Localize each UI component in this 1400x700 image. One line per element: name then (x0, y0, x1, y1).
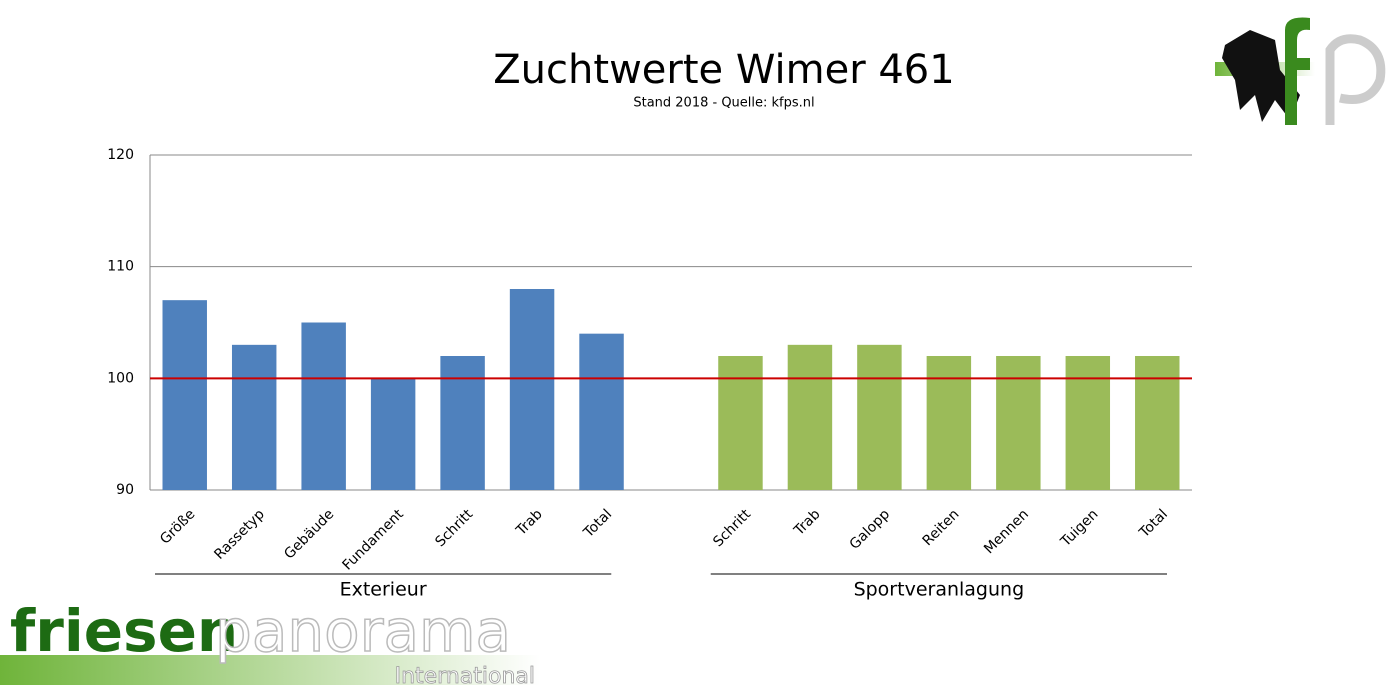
chart-title: Zuchtwerte Wimer 461 (493, 47, 954, 93)
y-tick-label: 100 (107, 370, 134, 386)
x-tick-label: Tuigen (1057, 506, 1101, 550)
bar (1135, 356, 1180, 490)
bar (509, 289, 555, 490)
x-tick-label: Trab (513, 506, 546, 539)
group-label: Sportveranlagung (854, 579, 1025, 601)
y-tick-label: 110 (107, 259, 134, 275)
y-tick-label: 90 (116, 482, 134, 498)
x-tick-label: Galopp (847, 506, 894, 553)
bar (1065, 356, 1111, 490)
bar (301, 322, 346, 490)
bar (718, 356, 763, 490)
bar (579, 333, 624, 490)
y-tick-label: 120 (107, 147, 134, 163)
x-tick-label: Rassetyp (211, 506, 268, 563)
bar (370, 378, 416, 490)
x-tick-label: Schritt (432, 506, 476, 550)
bar (440, 356, 485, 490)
logo-f (1285, 17, 1310, 125)
logo-word: friesen (10, 597, 238, 665)
x-tick-label: Gebäude (281, 506, 337, 562)
x-tick-label: Größe (157, 506, 198, 547)
kfp-logo (1215, 17, 1386, 125)
bar (787, 344, 833, 490)
bar (857, 344, 902, 490)
x-tick-label: Total (1136, 506, 1171, 541)
x-tick-label: Fundament (340, 506, 408, 574)
horse-icon (1222, 30, 1300, 122)
x-tick-label: Trab (791, 506, 824, 539)
friesenpanorama-logo: friesen panorama International (0, 596, 540, 689)
logo-p (1325, 34, 1386, 125)
logo-word: International (395, 664, 535, 689)
x-tick-label: Reiten (920, 506, 963, 549)
logo-swoosh (0, 655, 540, 685)
x-tick-label: Total (580, 506, 615, 541)
x-tick-label: Schritt (710, 506, 754, 550)
logo-word: panorama (215, 597, 511, 665)
bar (926, 356, 972, 490)
group-label: Exterieur (340, 579, 427, 601)
bar (231, 344, 277, 490)
bar (996, 356, 1041, 490)
bar (162, 300, 207, 490)
chart-subtitle: Stand 2018 - Quelle: kfps.nl (633, 96, 814, 111)
x-tick-label: Mennen (981, 506, 1032, 557)
